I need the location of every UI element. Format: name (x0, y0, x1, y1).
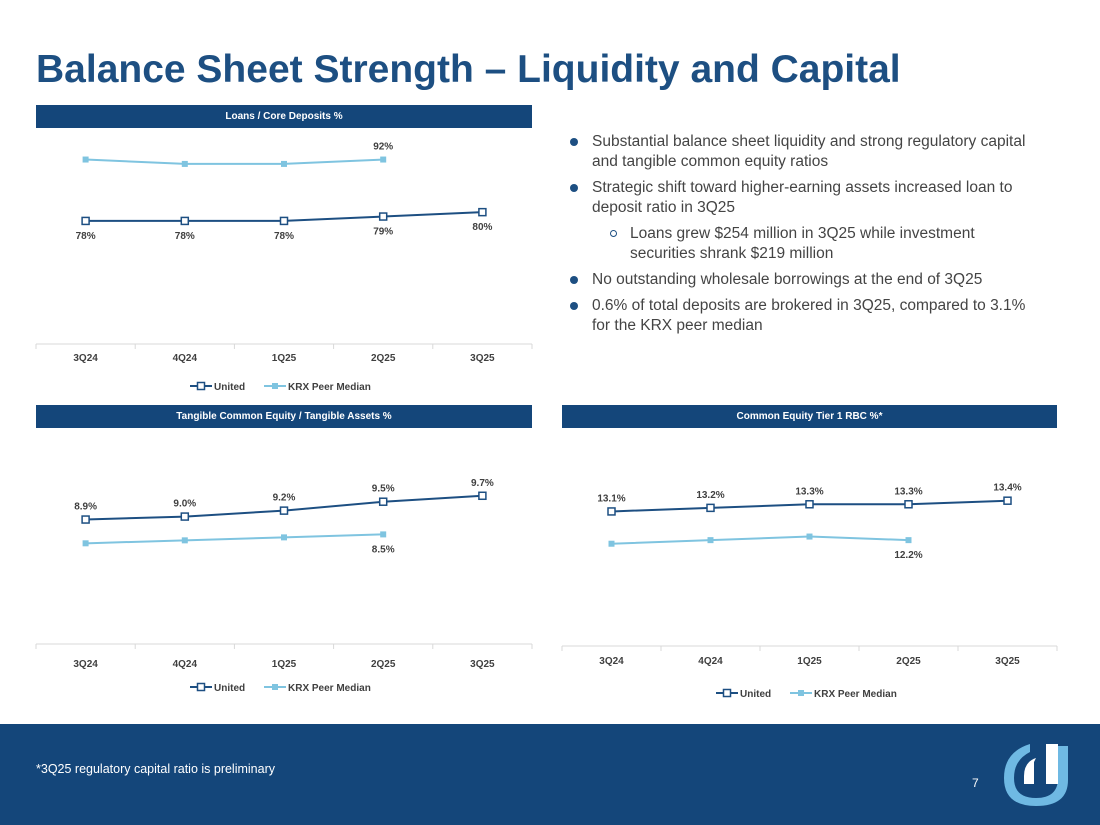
footnote: *3Q25 regulatory capital ratio is prelim… (36, 762, 275, 776)
bullet-item: Strategic shift toward higher-earning as… (568, 178, 1043, 218)
data-point (378, 212, 388, 221)
cet1-rbc-chart: 3Q24 4Q24 1Q25 2Q25 3Q25 13.1% 13.2% 13.3% 13.3%… (561, 483, 1058, 700)
bullet-item: No outstanding wholesale borrowings at t… (568, 270, 1043, 290)
united-logo-icon (1004, 744, 1068, 806)
data-point (1003, 496, 1012, 505)
tce-ta-chart: 3Q24 4Q24 1Q25 2Q25 3Q25 8.9% 9.0% 9.2% 9.5% 9.7%… (35, 478, 533, 694)
data-point (380, 156, 387, 163)
legend-swatch-marker (272, 383, 278, 389)
data-label: 78% (76, 231, 96, 242)
legend-label: KRX Peer Median (288, 683, 371, 694)
legend-swatch-marker (272, 684, 278, 690)
sub-bullet-item: Loans grew $254 million in 3Q25 while in… (568, 224, 1043, 264)
data-point (608, 540, 615, 547)
x-tick-label: 2Q25 (896, 656, 921, 667)
bullet-item: Substantial balance sheet liquidity and … (568, 132, 1043, 172)
data-point (905, 537, 912, 544)
series-line-krx-peer-median (611, 535, 909, 545)
data-point (82, 156, 89, 163)
data-point (281, 160, 287, 167)
data-point (805, 500, 814, 509)
data-point (806, 533, 813, 540)
page-number: 7 (972, 776, 979, 790)
slide-title: Balance Sheet Strength – Liquidity and C… (36, 48, 901, 91)
legend-swatch-marker (196, 381, 206, 391)
legend-label: KRX Peer Median (288, 382, 371, 393)
data-point (181, 160, 188, 167)
data-point (707, 537, 714, 544)
data-label: 13.3% (795, 486, 823, 497)
x-tick-label: 3Q25 (995, 656, 1020, 667)
legend-label: United (214, 683, 245, 694)
data-label: 12.2% (894, 550, 922, 561)
data-label: 9.7% (471, 478, 494, 489)
data-point (378, 497, 388, 506)
chart-3-title: Common Equity Tier 1 RBC %* (562, 405, 1057, 428)
legend-swatch-marker (196, 682, 206, 692)
data-label: 13.1% (597, 493, 625, 504)
bullet-item: 0.6% of total deposits are brokered in 3… (568, 296, 1043, 336)
data-point (82, 540, 89, 547)
x-tick-label: 1Q25 (797, 656, 822, 667)
x-tick-label: 1Q25 (272, 659, 297, 670)
data-point (180, 512, 190, 521)
loans-core-deposits-chart: 3Q24 4Q24 1Q25 2Q25 3Q25 78% 78% 78% 79% 80% 92% Un… (35, 142, 533, 393)
data-label: 78% (175, 231, 195, 242)
x-tick-label: 2Q25 (371, 659, 396, 670)
x-tick-label: 3Q24 (599, 656, 624, 667)
x-tick-label: 3Q24 (73, 353, 98, 364)
data-point (706, 503, 715, 513)
data-point (181, 537, 188, 544)
data-label: 9.0% (173, 499, 196, 510)
data-label: 8.9% (74, 502, 97, 513)
data-point (478, 207, 487, 217)
data-label: 13.2% (696, 490, 724, 501)
data-point (180, 216, 190, 226)
data-point (281, 534, 287, 541)
data-label: 8.5% (372, 544, 395, 555)
data-point (478, 491, 487, 501)
chart-2-title: Tangible Common Equity / Tangible Assets… (36, 405, 532, 428)
x-tick-label: 4Q24 (173, 353, 198, 364)
x-tick-label: 3Q24 (73, 659, 98, 670)
data-point (279, 216, 289, 226)
series-line-krx-peer-median (85, 158, 384, 165)
x-tick-label: 3Q25 (470, 659, 495, 670)
bullet-list: Substantial balance sheet liquidity and … (568, 132, 1043, 342)
data-label: 79% (373, 227, 393, 238)
legend-label: United (214, 382, 245, 393)
data-point (607, 507, 616, 516)
legend-label: United (740, 689, 771, 700)
legend-swatch-marker (722, 688, 732, 698)
x-tick-label: 3Q25 (470, 353, 495, 364)
footer-band: *3Q25 regulatory capital ratio is prelim… (0, 724, 1100, 825)
series-line-krx-peer-median (85, 533, 384, 545)
data-point (380, 531, 387, 538)
data-label: 80% (472, 222, 492, 233)
data-label: 13.4% (993, 483, 1021, 494)
x-tick-label: 4Q24 (173, 659, 198, 670)
data-point (81, 216, 90, 226)
data-point (904, 500, 913, 509)
chart-1-title: Loans / Core Deposits % (36, 105, 532, 128)
data-label: 9.5% (372, 484, 395, 495)
x-tick-label: 4Q24 (698, 656, 723, 667)
data-label: 13.3% (894, 486, 922, 497)
legend-label: KRX Peer Median (814, 689, 897, 700)
x-tick-label: 2Q25 (371, 353, 396, 364)
legend-swatch-marker (798, 690, 804, 696)
data-point (279, 506, 289, 515)
data-label: 92% (373, 142, 393, 153)
data-label: 78% (274, 231, 294, 242)
data-point (81, 515, 90, 524)
x-tick-label: 1Q25 (272, 353, 297, 364)
data-label: 9.2% (273, 493, 296, 504)
